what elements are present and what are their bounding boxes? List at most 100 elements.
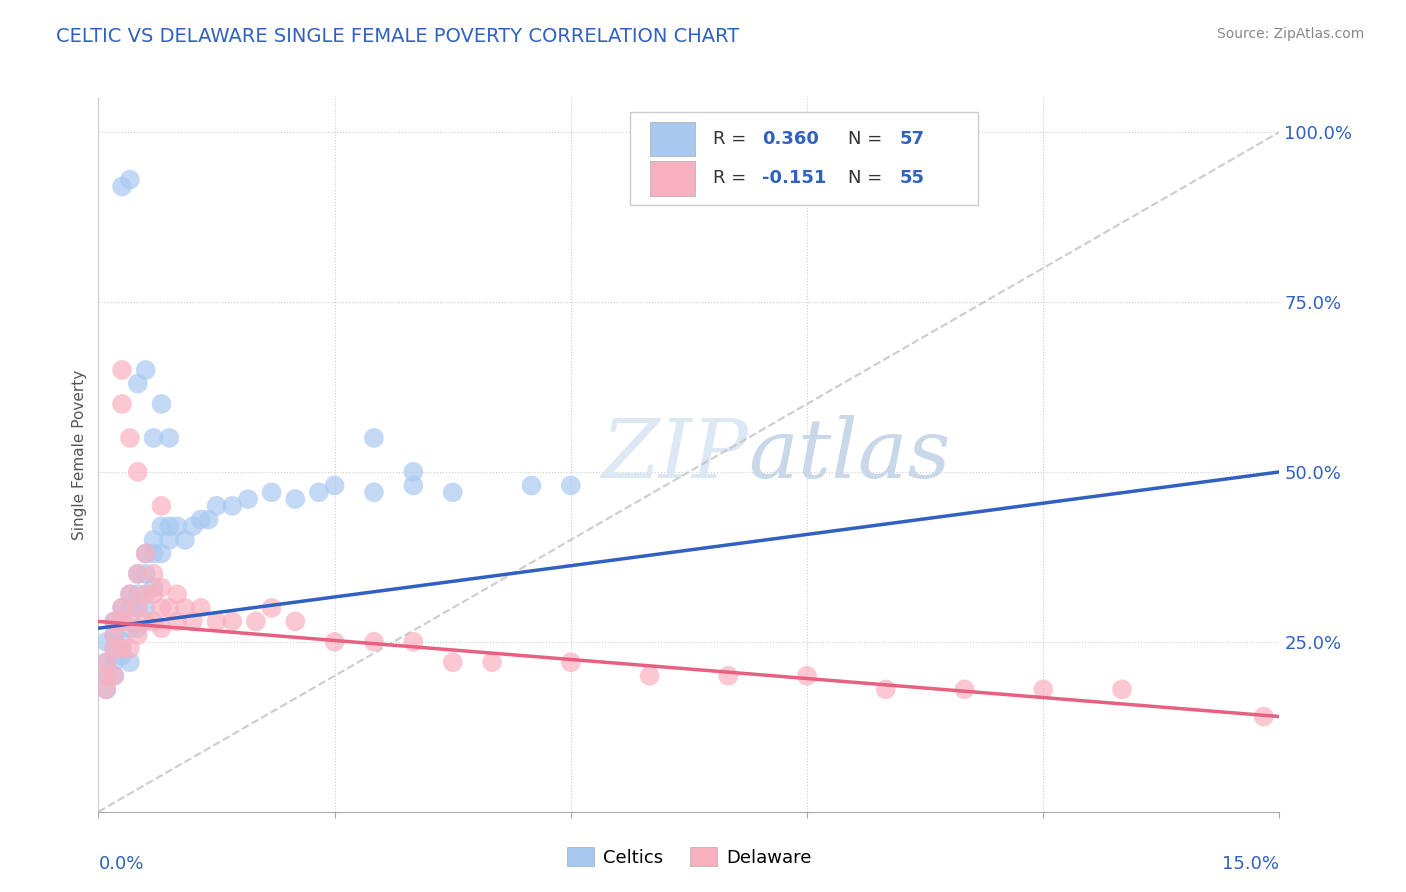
Point [953, 682, 976, 697]
Point [157, 431, 180, 445]
Point [323, 635, 346, 649]
Point [103, 669, 125, 683]
Point [127, 566, 149, 581]
Point [174, 600, 197, 615]
Point [111, 179, 134, 194]
Point [103, 641, 125, 656]
Legend: Celtics, Delaware: Celtics, Delaware [560, 840, 818, 874]
Point [127, 600, 149, 615]
Point [221, 615, 243, 629]
Point [260, 485, 283, 500]
Point [135, 546, 157, 560]
Point [150, 519, 173, 533]
Point [142, 587, 165, 601]
Point [142, 546, 165, 560]
Point [118, 172, 141, 186]
Point [260, 600, 283, 615]
Point [118, 621, 141, 635]
Point [127, 376, 149, 391]
Point [717, 669, 740, 683]
Point [157, 519, 180, 533]
Text: Source: ZipAtlas.com: Source: ZipAtlas.com [1216, 27, 1364, 41]
Point [363, 485, 385, 500]
Text: 0.360: 0.360 [762, 130, 820, 148]
Point [103, 655, 125, 669]
Point [284, 615, 307, 629]
Point [96, 669, 118, 683]
Point [481, 655, 503, 669]
Point [441, 485, 464, 500]
Point [96, 682, 118, 697]
Point [197, 512, 219, 526]
Point [135, 615, 157, 629]
Text: N =: N = [848, 169, 889, 187]
Point [402, 465, 425, 479]
Point [127, 465, 149, 479]
Point [520, 478, 543, 492]
Point [150, 397, 173, 411]
Point [96, 669, 118, 683]
Point [118, 587, 141, 601]
Point [111, 641, 134, 656]
Point [363, 635, 385, 649]
Point [205, 499, 228, 513]
Point [103, 615, 125, 629]
Point [96, 635, 118, 649]
Point [142, 566, 165, 581]
Point [103, 628, 125, 642]
Point [205, 615, 228, 629]
Point [142, 431, 165, 445]
Text: 15.0%: 15.0% [1222, 855, 1279, 872]
Point [157, 533, 180, 547]
Point [150, 546, 173, 560]
Text: -0.151: -0.151 [762, 169, 827, 187]
Text: 57: 57 [900, 130, 924, 148]
Point [796, 669, 818, 683]
Text: R =: R = [713, 130, 752, 148]
Point [1111, 682, 1133, 697]
Point [103, 669, 125, 683]
Point [181, 615, 204, 629]
Point [111, 397, 134, 411]
Point [150, 581, 173, 595]
Text: N =: N = [848, 130, 889, 148]
Point [103, 615, 125, 629]
Point [127, 587, 149, 601]
Point [150, 499, 173, 513]
Point [118, 587, 141, 601]
Point [166, 587, 188, 601]
Point [96, 655, 118, 669]
FancyBboxPatch shape [630, 112, 979, 205]
Point [190, 512, 212, 526]
Point [1032, 682, 1054, 697]
Text: R =: R = [713, 169, 752, 187]
Point [875, 682, 897, 697]
Point [111, 615, 134, 629]
Text: 55: 55 [900, 169, 924, 187]
Text: atlas: atlas [748, 415, 950, 495]
Bar [650, 122, 695, 156]
Point [245, 615, 267, 629]
Point [150, 600, 173, 615]
Point [135, 566, 157, 581]
Y-axis label: Single Female Poverty: Single Female Poverty [72, 370, 87, 540]
Point [150, 621, 173, 635]
Point [402, 635, 425, 649]
Point [118, 655, 141, 669]
Point [441, 655, 464, 669]
Point [127, 628, 149, 642]
Text: CELTIC VS DELAWARE SINGLE FEMALE POVERTY CORRELATION CHART: CELTIC VS DELAWARE SINGLE FEMALE POVERTY… [56, 27, 740, 45]
Point [190, 600, 212, 615]
Point [111, 600, 134, 615]
Point [118, 431, 141, 445]
Point [127, 600, 149, 615]
Point [284, 492, 307, 507]
Point [308, 485, 330, 500]
Point [166, 615, 188, 629]
Point [142, 533, 165, 547]
Point [118, 641, 141, 656]
Point [221, 499, 243, 513]
Point [135, 587, 157, 601]
Point [103, 628, 125, 642]
Point [111, 635, 134, 649]
